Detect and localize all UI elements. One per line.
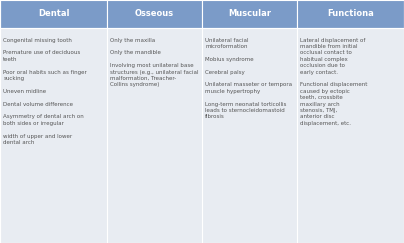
Text: Dental: Dental [38,9,69,18]
Text: Lateral displacement of
mandible from initial
occlusal contact to
habitual compl: Lateral displacement of mandible from in… [300,38,368,126]
FancyBboxPatch shape [107,0,202,28]
FancyBboxPatch shape [297,0,404,28]
FancyBboxPatch shape [202,0,297,28]
Text: Muscular: Muscular [228,9,271,18]
Text: Unilateral facial
microformation

Mobius syndrome

Cerebral palsy

Unilateral ma: Unilateral facial microformation Mobius … [205,38,292,120]
Text: Congenital missing tooth

Premature use of deciduous
teeth

Poor oral habits suc: Congenital missing tooth Premature use o… [3,38,87,145]
Text: Osseous: Osseous [135,9,174,18]
FancyBboxPatch shape [0,0,107,28]
Text: Functiona: Functiona [327,9,374,18]
FancyBboxPatch shape [0,28,404,243]
Text: Only the maxilla

Only the mandible

Involving most unilateral base
structures (: Only the maxilla Only the mandible Invol… [110,38,199,87]
